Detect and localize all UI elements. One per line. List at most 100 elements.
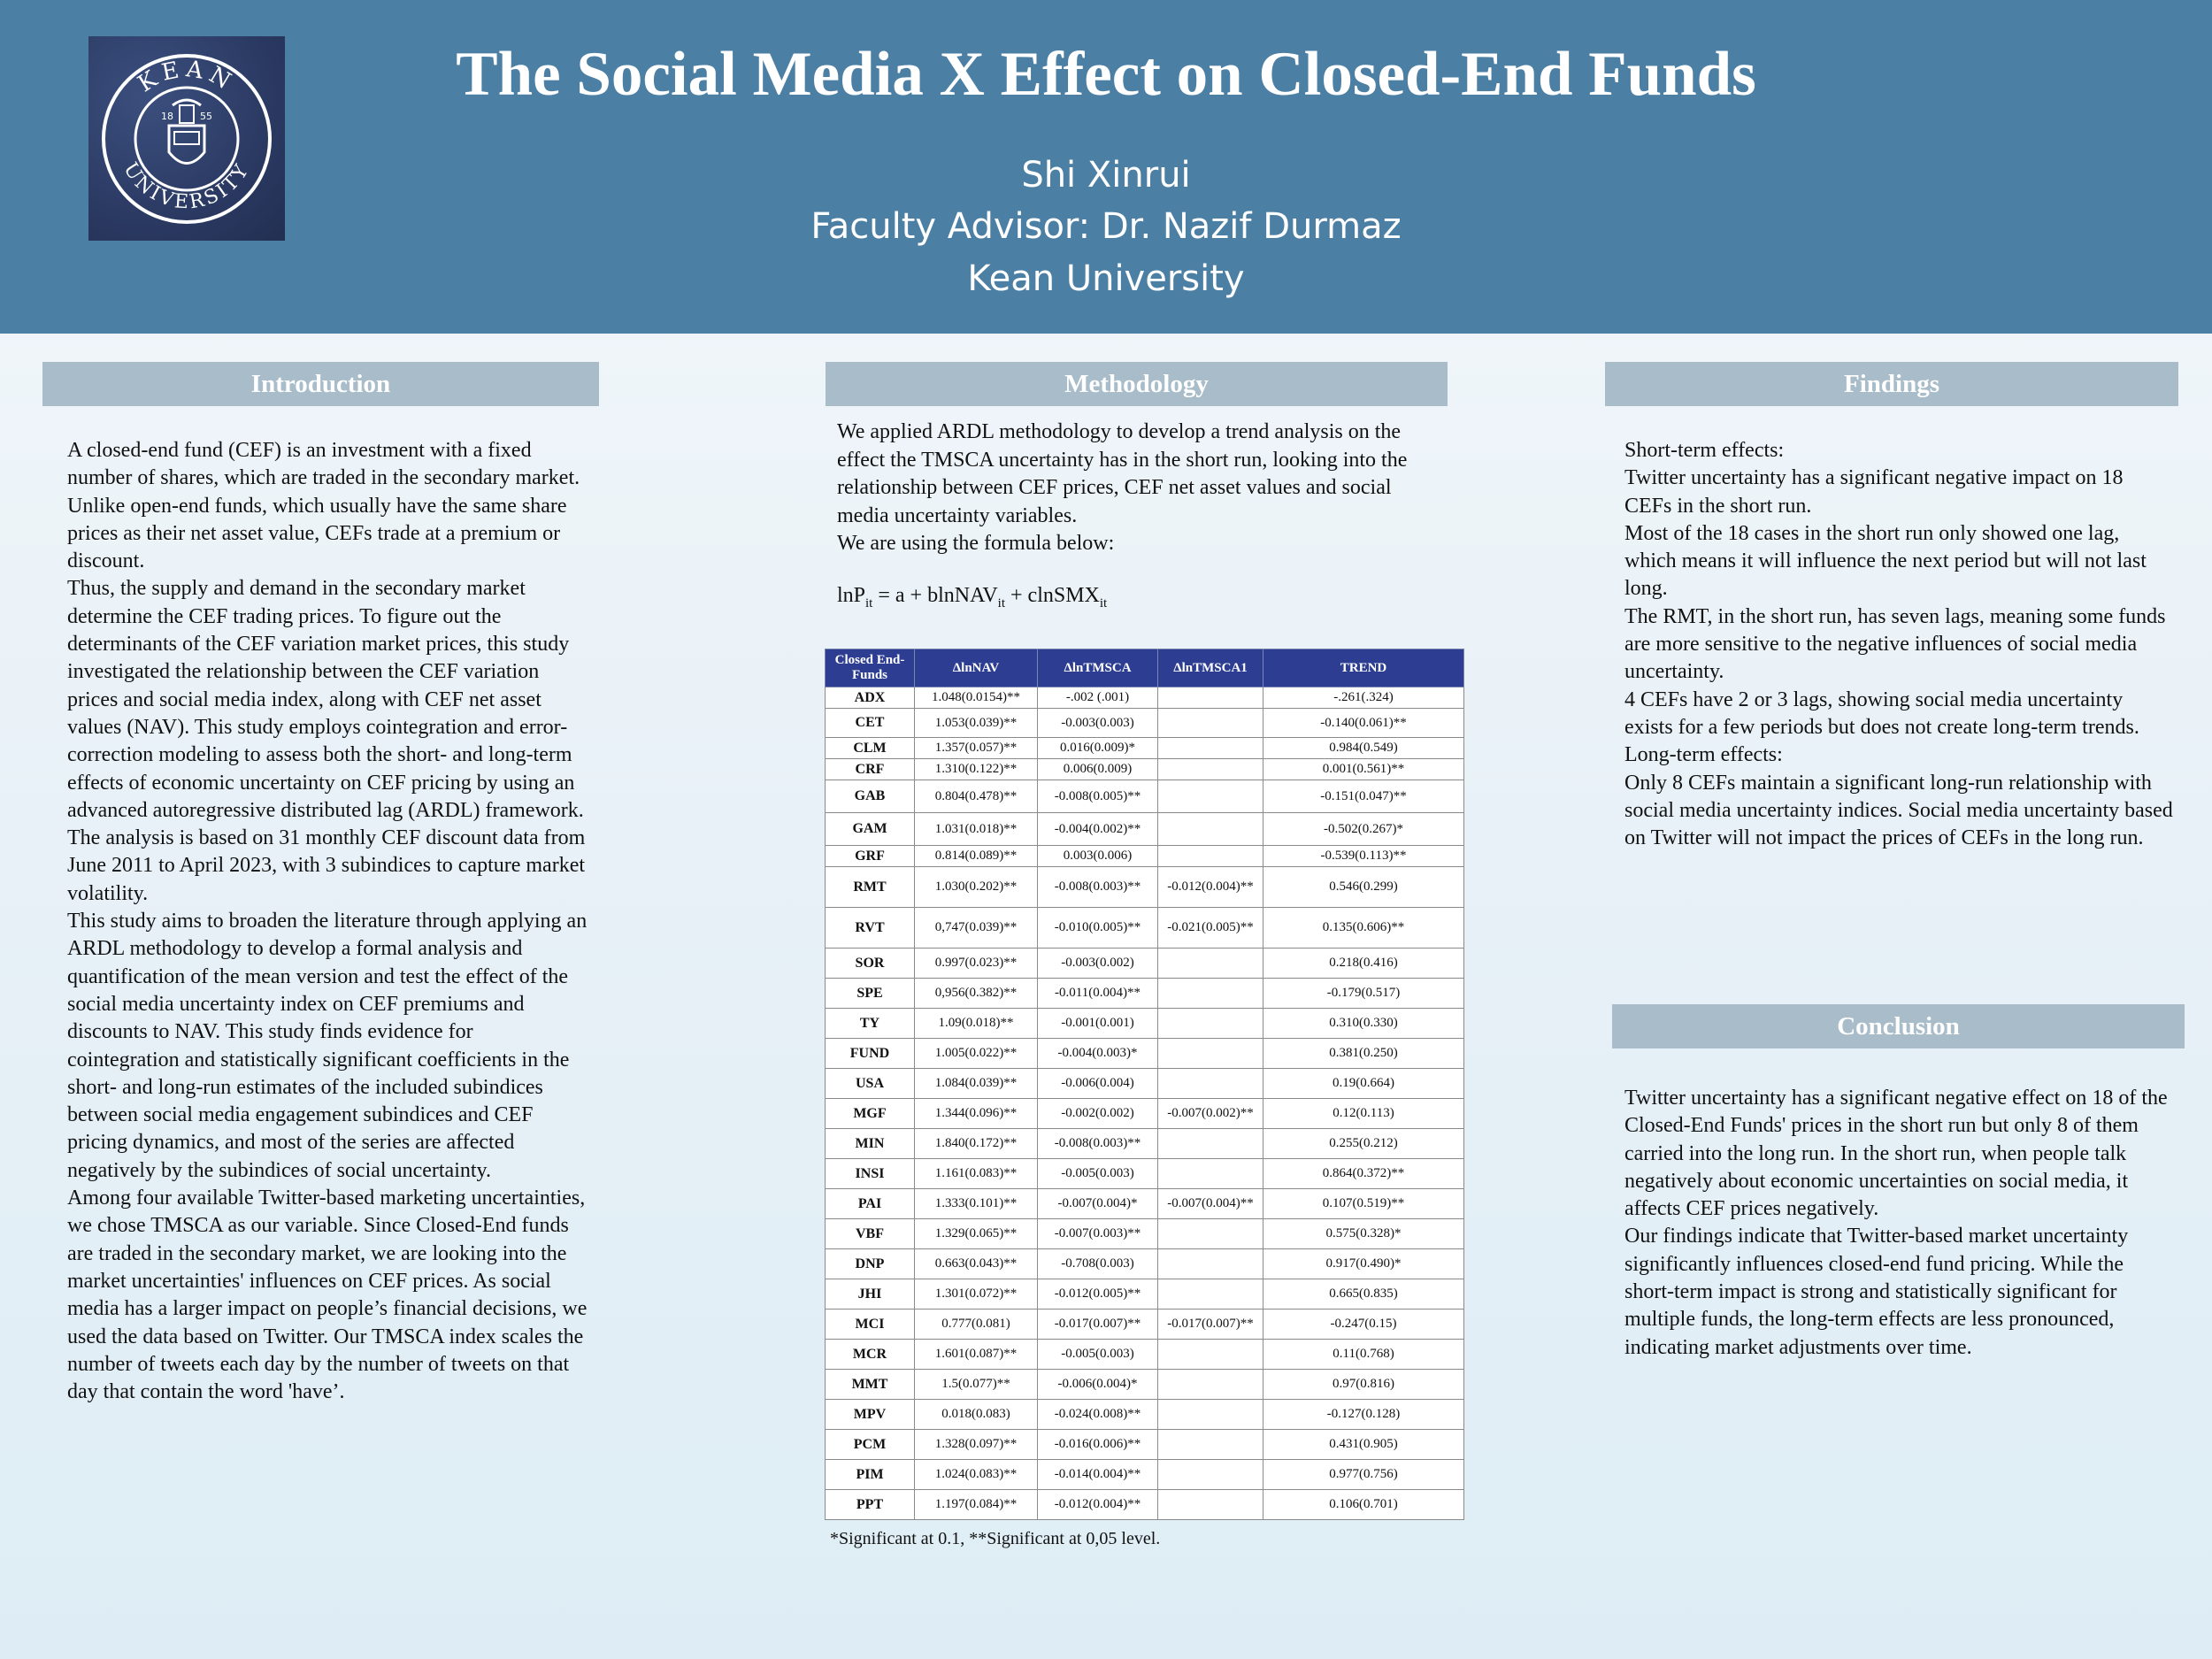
coefficient-cell: 0.106(0.701) bbox=[1263, 1489, 1464, 1520]
coefficient-cell: 0.018(0.083) bbox=[914, 1399, 1038, 1430]
coefficient-cell: 0.804(0.478)** bbox=[914, 780, 1038, 813]
coefficient-cell: 0.11(0.768) bbox=[1263, 1339, 1464, 1370]
findings-heading: Findings bbox=[1605, 362, 2178, 406]
logo-top-text: KEAN bbox=[134, 56, 234, 97]
fund-ticker-cell: GRF bbox=[825, 845, 915, 867]
coefficient-cell: -0.006(0.004) bbox=[1037, 1068, 1158, 1099]
coefficient-cell: 0.19(0.664) bbox=[1263, 1068, 1464, 1099]
coefficient-cell: -0.017(0.007)** bbox=[1037, 1309, 1158, 1340]
coefficient-cell: -0.007(0.002)** bbox=[1157, 1098, 1263, 1129]
table-row: JHI 1.301(0.072)** -0.012(0.005)** 0.665(0.… bbox=[825, 1279, 1464, 1310]
table-header-cell: Closed End-Funds bbox=[825, 649, 915, 687]
findings-line: Twitter uncertainty has a significant ne… bbox=[1624, 466, 2124, 518]
findings-line: Only 8 CEFs maintain a significant long-… bbox=[1624, 771, 2173, 850]
table-row: PCM 1.328(0.097)** -0.016(0.006)** 0.431(0.… bbox=[825, 1429, 1464, 1460]
coefficient-cell: -0.502(0.267)* bbox=[1263, 812, 1464, 846]
table-row: CRF 1.310(0.122)** 0.006(0.009) 0.001(0.561… bbox=[825, 758, 1464, 780]
coefficient-cell: 0.97(0.816) bbox=[1263, 1369, 1464, 1400]
fund-ticker-cell: CRF bbox=[825, 758, 915, 780]
coefficient-cell: -0.012(0.004)** bbox=[1037, 1489, 1158, 1520]
coefficient-cell bbox=[1157, 1429, 1263, 1460]
coefficient-cell: -0.021(0.005)** bbox=[1157, 907, 1263, 949]
findings-line: Most of the 18 cases in the short run on… bbox=[1624, 521, 2147, 601]
coefficient-cell: -0.002(0.002) bbox=[1037, 1098, 1158, 1129]
coefficient-cell: -0.016(0.006)** bbox=[1037, 1429, 1158, 1460]
fund-ticker-cell: PCM bbox=[825, 1429, 915, 1460]
table-row: USA 1.084(0.039)** -0.006(0.004) 0.19(0.664… bbox=[825, 1068, 1464, 1099]
method-paragraph: We are using the formula below: bbox=[837, 532, 1115, 555]
coefficient-cell: 0.431(0.905) bbox=[1263, 1429, 1464, 1460]
coefficient-cell: -0.539(0.113)** bbox=[1263, 845, 1464, 867]
institution: Kean University bbox=[967, 258, 1245, 299]
table-row: GAM 1.031(0.018)** -0.004(0.002)** -0.502(0… bbox=[825, 812, 1464, 846]
table-body: ADX 1.048(0.0154)** -.002 (.001) -.261(.324… bbox=[825, 687, 1464, 1520]
coefficient-cell bbox=[1157, 948, 1263, 979]
table-row: PIM 1.024(0.083)** -0.014(0.004)** 0.977(0.… bbox=[825, 1459, 1464, 1490]
conclusion-paragraph: Our findings indicate that Twitter-based… bbox=[1624, 1225, 2129, 1359]
ardl-formula: lnPit = a + blnNAVit + clnSMXit bbox=[837, 584, 1107, 611]
findings-line: The RMT, in the short run, has seven lag… bbox=[1624, 604, 2166, 684]
coefficient-cell: 1.357(0.057)** bbox=[914, 737, 1038, 759]
findings-line: Long-term effects: bbox=[1624, 743, 1783, 767]
coefficient-cell: -0.003(0.003) bbox=[1037, 708, 1158, 738]
coefficient-cell: 0,956(0.382)** bbox=[914, 978, 1038, 1009]
coefficient-cell: -0.003(0.002) bbox=[1037, 948, 1158, 979]
table-row: PAI 1.333(0.101)** -0.007(0.004)* -0.007(0.… bbox=[825, 1188, 1464, 1219]
table-row: MCI 0.777(0.081) -0.017(0.007)** -0.017(0.0… bbox=[825, 1309, 1464, 1340]
logo-year-left: 18 bbox=[161, 111, 173, 122]
intro-paragraph: Thus, the supply and demand in the secon… bbox=[67, 577, 586, 905]
coefficient-cell bbox=[1157, 687, 1263, 709]
coefficient-cell: -0.008(0.003)** bbox=[1037, 1128, 1158, 1159]
coefficient-cell: 1.5(0.077)** bbox=[914, 1369, 1038, 1400]
coefficient-cell: 1.344(0.096)** bbox=[914, 1098, 1038, 1129]
fund-ticker-cell: JHI bbox=[825, 1279, 915, 1310]
table-row: MGF 1.344(0.096)** -0.002(0.002) -0.007(0.0… bbox=[825, 1098, 1464, 1129]
method-paragraph: We applied ARDL methodology to develop a… bbox=[837, 420, 1408, 527]
coefficient-cell: 0.814(0.089)** bbox=[914, 845, 1038, 867]
coefficient-cell: -0.012(0.004)** bbox=[1157, 866, 1263, 908]
coefficient-cell: -0.007(0.003)** bbox=[1037, 1218, 1158, 1249]
fund-ticker-cell: RMT bbox=[825, 866, 915, 908]
fund-ticker-cell: DNP bbox=[825, 1248, 915, 1279]
svg-text:KEAN: KEAN bbox=[134, 56, 240, 97]
conclusion-body: Twitter uncertainty has a significant ne… bbox=[1624, 1085, 2178, 1362]
conclusion-paragraph: Twitter uncertainty has a significant ne… bbox=[1624, 1087, 2168, 1221]
coefficient-cell: 1.031(0.018)** bbox=[914, 812, 1038, 846]
coefficient-cell bbox=[1157, 1279, 1263, 1310]
coefficient-cell: 0.917(0.490)* bbox=[1263, 1248, 1464, 1279]
table-row: VBF 1.329(0.065)** -0.007(0.003)** 0.575(0.… bbox=[825, 1218, 1464, 1249]
fund-ticker-cell: INSI bbox=[825, 1158, 915, 1189]
coefficient-cell: 1.310(0.122)** bbox=[914, 758, 1038, 780]
fund-ticker-cell: PIM bbox=[825, 1459, 915, 1490]
coefficient-cell bbox=[1157, 1158, 1263, 1189]
coefficient-cell bbox=[1157, 1008, 1263, 1039]
table-row: MCR 1.601(0.087)** -0.005(0.003) 0.11(0.768… bbox=[825, 1339, 1464, 1370]
coefficient-cell: -.002 (.001) bbox=[1037, 687, 1158, 709]
formula-subscript: it bbox=[865, 595, 873, 611]
table-row: TY 1.09(0.018)** -0.001(0.001) 0.310(0.330) bbox=[825, 1008, 1464, 1039]
coefficient-cell: 1.333(0.101)** bbox=[914, 1188, 1038, 1219]
fund-ticker-cell: CET bbox=[825, 708, 915, 738]
coefficient-cell: 1.328(0.097)** bbox=[914, 1429, 1038, 1460]
intro-paragraph: This study aims to broaden the literatur… bbox=[67, 910, 588, 1182]
coefficient-cell: -0.012(0.005)** bbox=[1037, 1279, 1158, 1310]
fund-ticker-cell: PPT bbox=[825, 1489, 915, 1520]
coefficient-cell: 0.984(0.549) bbox=[1263, 737, 1464, 759]
author-name: Shi Xinrui bbox=[1021, 155, 1191, 196]
coefficient-cell bbox=[1157, 1248, 1263, 1279]
coefficient-cell: 0.575(0.328)* bbox=[1263, 1218, 1464, 1249]
coefficient-cell bbox=[1157, 1399, 1263, 1430]
coefficient-cell: -0.006(0.004)* bbox=[1037, 1369, 1158, 1400]
university-seal-icon: KEAN UNIVERSITY 18 55 bbox=[102, 53, 272, 224]
coefficient-cell: 0.663(0.043)** bbox=[914, 1248, 1038, 1279]
intro-paragraph: Among four available Twitter-based marke… bbox=[67, 1187, 588, 1404]
fund-ticker-cell: SPE bbox=[825, 978, 915, 1009]
table-row: PPT 1.197(0.084)** -0.012(0.004)** 0.106(0.… bbox=[825, 1489, 1464, 1520]
formula-subscript: it bbox=[1099, 595, 1108, 611]
faculty-advisor: Faculty Advisor: Dr. Nazif Durmaz bbox=[810, 206, 1402, 247]
fund-ticker-cell: MPV bbox=[825, 1399, 915, 1430]
methodology-heading: Methodology bbox=[826, 362, 1448, 406]
fund-ticker-cell: MIN bbox=[825, 1128, 915, 1159]
coefficient-cell: 1.005(0.022)** bbox=[914, 1038, 1038, 1069]
table-row: SOR 0.997(0.023)** -0.003(0.002) 0.218(0.41… bbox=[825, 948, 1464, 979]
